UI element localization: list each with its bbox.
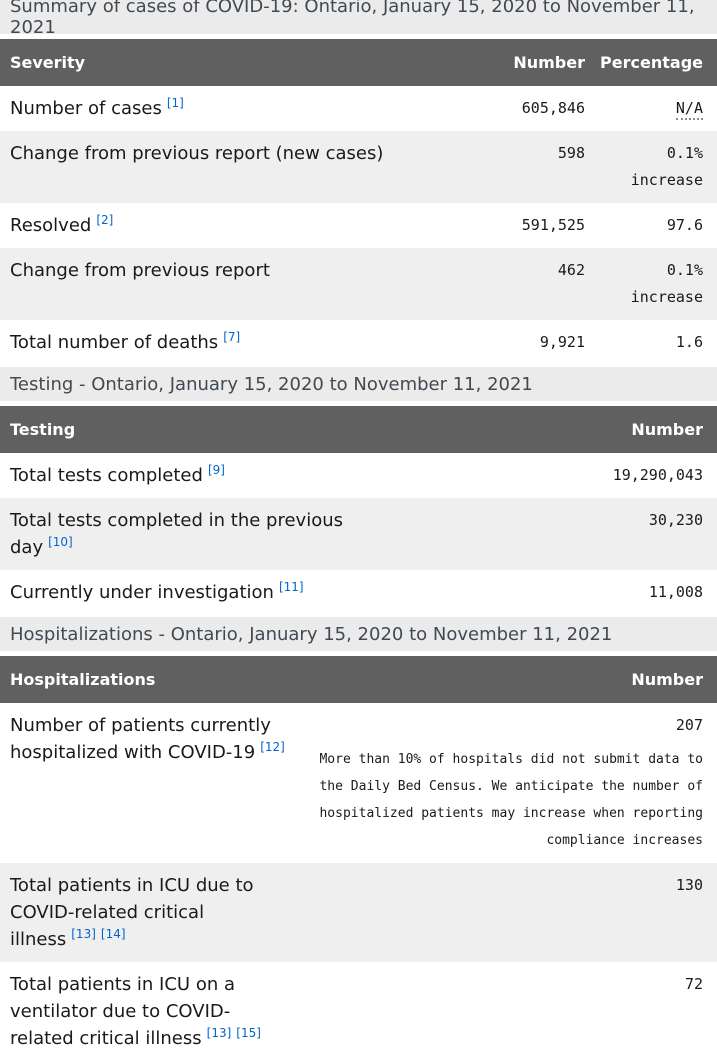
percentage-value: 0.1% (666, 144, 703, 162)
percentage-direction: increase (630, 171, 703, 189)
row-label: Total patients in ICU due to COVID-relat… (0, 872, 292, 953)
table-row: Currently under investigation [11] 11,008 (0, 570, 717, 615)
row-label-text: Total tests completed (10, 465, 203, 486)
row-label-text: Currently under investigation (10, 582, 274, 603)
row-label: Number of patients currently hospitalize… (0, 712, 292, 766)
testing-table-header: Testing Number (0, 406, 717, 453)
row-number: 11,008 (648, 583, 703, 601)
hospitalizations-table: Hospitalizations - Ontario, January 15, … (0, 617, 717, 1061)
footnote-link[interactable]: [12] (260, 740, 285, 754)
hospitalizations-section-heading: Hospitalizations - Ontario, January 15, … (0, 617, 717, 651)
column-header-percentage: Percentage (600, 53, 703, 72)
row-number: 462 (557, 261, 585, 279)
footnote-ref: [15] (236, 1026, 261, 1040)
row-label-text: Number of patients currently hospitalize… (10, 715, 271, 763)
percentage-value: 1.6 (675, 333, 703, 351)
row-number-with-note: 207 More than 10% of hospitals did not s… (292, 712, 703, 854)
footnote-ref: [12] (260, 740, 285, 754)
row-label: Total patients in ICU on a ventilator du… (0, 971, 292, 1052)
row-label-text: Number of cases (10, 98, 162, 119)
na-abbreviation: N/A (675, 99, 703, 120)
severity-table-header: Severity Number Percentage (0, 39, 717, 86)
table-row: Total tests completed [9] 19,290,043 (0, 453, 717, 498)
footnote-ref: [10] (48, 535, 73, 549)
row-number: 207 (675, 716, 703, 734)
footnote-link[interactable]: [11] (278, 580, 304, 594)
table-row: Total patients in ICU on a ventilator du… (0, 962, 717, 1061)
footnote-link[interactable]: [13] (206, 1026, 232, 1040)
row-number: 598 (557, 144, 585, 162)
row-number: 130 (675, 876, 703, 894)
column-header-testing: Testing (10, 420, 76, 439)
footnote-link[interactable]: [1] (166, 96, 184, 110)
footnote-link[interactable]: [7] (223, 330, 241, 344)
row-label: Change from previous report (0, 257, 471, 284)
footnote-link[interactable]: [2] (96, 213, 114, 227)
row-label-text: Resolved (10, 215, 92, 236)
table-row: Number of patients currently hospitalize… (0, 703, 717, 863)
row-percentage: N/A (585, 95, 703, 122)
testing-section-heading: Testing - Ontario, January 15, 2020 to N… (0, 367, 717, 401)
footnote-link[interactable]: [9] (207, 463, 225, 477)
severity-section-heading: Summary of cases of COVID-19: Ontario, J… (0, 0, 717, 38)
row-number: 30,230 (648, 511, 703, 529)
table-row: Total patients in ICU due to COVID-relat… (0, 863, 717, 962)
column-header-hospitalizations: Hospitalizations (10, 670, 156, 689)
footnote-link[interactable]: [15] (236, 1026, 261, 1040)
column-header-number: Number (513, 53, 585, 72)
row-number: 19,290,043 (612, 466, 703, 484)
row-label: Total tests completed [9] (0, 462, 357, 489)
row-percentage: 1.6 (585, 329, 703, 356)
hospital-reporting-note: More than 10% of hospitals did not submi… (319, 752, 703, 848)
footnote-ref: [13] (207, 1026, 232, 1040)
row-label-text: Total patients in ICU on a ventilator du… (10, 974, 235, 1049)
footnote-ref: [11] (279, 580, 304, 594)
table-row: Resolved [2] 591,525 97.6 (0, 203, 717, 248)
row-percentage: 97.6 (585, 212, 703, 239)
testing-table: Testing - Ontario, January 15, 2020 to N… (0, 367, 717, 615)
footnote-link[interactable]: [14] (100, 927, 126, 941)
table-row: Change from previous report 462 0.1% inc… (0, 248, 717, 320)
row-label-text: Change from previous report (10, 260, 270, 281)
row-label-text: Total patients in ICU due to COVID-relat… (10, 875, 254, 950)
severity-table: Summary of cases of COVID-19: Ontario, J… (0, 0, 717, 365)
table-row: Number of cases [1] 605,846 N/A (0, 86, 717, 131)
footnote-link[interactable]: [13] (71, 927, 96, 941)
percentage-value: 97.6 (666, 216, 703, 234)
footnote-ref: [2] (96, 213, 113, 227)
footnote-ref: [13] (71, 927, 96, 941)
footnote-ref: [9] (208, 463, 225, 477)
column-header-number: Number (631, 420, 703, 439)
row-number: 72 (684, 975, 703, 993)
column-header-number: Number (631, 670, 703, 689)
row-percentage: 0.1% increase (585, 140, 703, 194)
footnote-ref: [14] (101, 927, 126, 941)
row-number: 591,525 (521, 216, 585, 234)
percentage-direction: increase (630, 288, 703, 306)
footnote-ref: [1] (167, 96, 184, 110)
row-number: 605,846 (521, 99, 585, 117)
row-percentage: 0.1% increase (585, 257, 703, 311)
percentage-value: 0.1% (666, 261, 703, 279)
row-label: Change from previous report (new cases) (0, 140, 471, 167)
table-row: Total number of deaths [7] 9,921 1.6 (0, 320, 717, 365)
column-header-severity: Severity (10, 53, 86, 72)
row-label: Number of cases [1] (0, 95, 471, 122)
hospitalizations-table-header: Hospitalizations Number (0, 656, 717, 703)
footnote-link[interactable]: [10] (48, 535, 73, 549)
row-label-text: Change from previous report (new cases) (10, 143, 384, 164)
row-label: Resolved [2] (0, 212, 471, 239)
footnote-ref: [7] (223, 330, 240, 344)
row-label: Currently under investigation [11] (0, 579, 357, 606)
row-label-text: Total tests completed in the previous da… (10, 510, 343, 558)
row-label: Total number of deaths [7] (0, 329, 471, 356)
table-row: Total tests completed in the previous da… (0, 498, 717, 570)
table-row: Change from previous report (new cases) … (0, 131, 717, 203)
row-label-text: Total number of deaths (10, 332, 219, 353)
row-number: 9,921 (539, 333, 585, 351)
row-label: Total tests completed in the previous da… (0, 507, 357, 561)
